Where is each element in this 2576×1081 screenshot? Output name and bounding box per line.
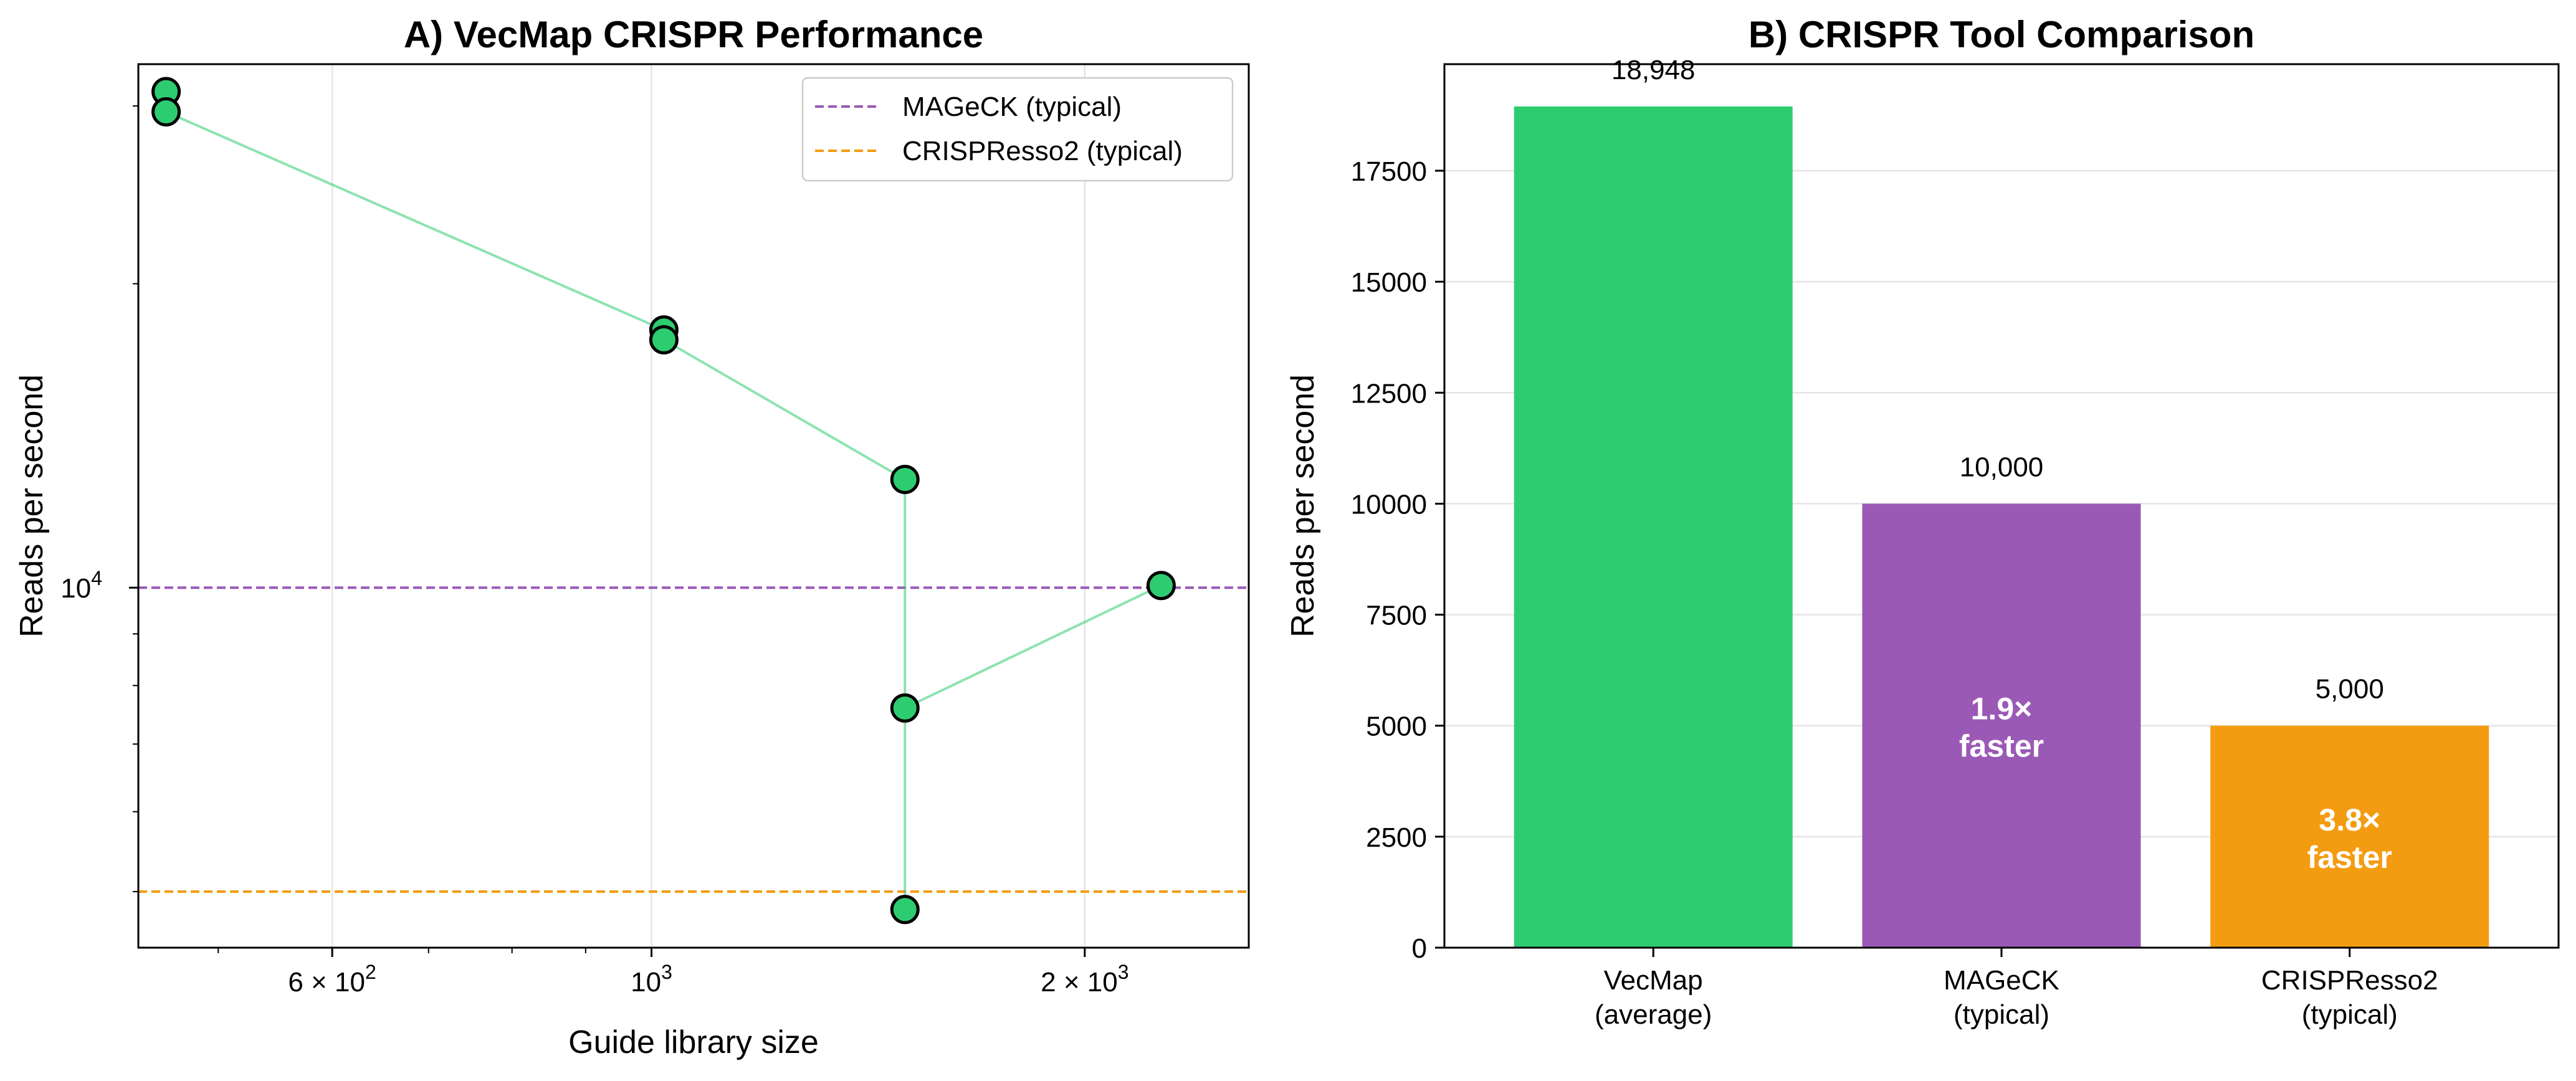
y-tick-label: 2500 [1366, 822, 1427, 853]
x-tick-label: MAGeCK [1944, 965, 2059, 996]
panel-a-plot-frame [137, 63, 1250, 949]
bar [1514, 106, 1793, 948]
y-tick-label: 104 [60, 567, 102, 604]
panel-a-vecmap-performance: 6 × 102 103 2 × 103 104 A) VecMap CRISPR P… [0, 0, 1284, 1081]
y-tick-label: 17500 [1351, 156, 1427, 187]
data-point [890, 693, 920, 723]
panel-a-reference-lines [138, 586, 1249, 893]
x-tick-label: VecMap [1604, 965, 1703, 996]
y-tick-label: 12500 [1351, 378, 1427, 409]
panel-a-x-ticks: 6 × 102 103 2 × 103 [217, 948, 1129, 998]
speedup-label: faster [2307, 840, 2392, 875]
series-line [165, 91, 1162, 910]
y-tick-label: 5000 [1366, 712, 1427, 742]
panel-a-grid [331, 64, 1086, 948]
x-tick-label: 6 × 102 [288, 961, 376, 998]
panel-b-y-axis-label: Reads per second [1285, 374, 1321, 637]
panel-a-y-ticks: 104 [60, 105, 138, 893]
bar-value-label: 10,000 [1960, 452, 2044, 482]
speedup-label: faster [1959, 729, 2044, 764]
data-point [1146, 571, 1176, 601]
y-tick-label: 10000 [1351, 489, 1427, 520]
x-tick-label: (typical) [2302, 999, 2398, 1030]
data-point [890, 895, 920, 925]
panel-a-connecting-line [165, 91, 1162, 910]
y-tick-label: 7500 [1366, 601, 1427, 631]
legend-label-mageck: MAGeCK (typical) [902, 92, 1122, 122]
panel-a-x-axis-label: Guide library size [568, 1024, 819, 1060]
data-point [151, 97, 181, 127]
panel-a-y-axis-label: Reads per second [14, 374, 50, 637]
data-point [890, 465, 920, 495]
panel-b-bars [1514, 106, 2489, 948]
x-tick-label: CRISPResso2 [2261, 965, 2438, 996]
bar [1862, 503, 2141, 948]
speedup-label: 1.9× [1971, 692, 2033, 726]
bar-value-label: 5,000 [2316, 674, 2384, 705]
panel-a-data-points [151, 77, 1176, 925]
y-tick-label: 15000 [1351, 267, 1427, 298]
x-tick-label: (typical) [1953, 999, 2049, 1030]
legend-frame [801, 77, 1234, 182]
x-tick-label: (average) [1595, 999, 1712, 1030]
bar [2210, 725, 2489, 948]
panel-b-x-ticks: VecMap(average)MAGeCK(typical)CRISPResso… [1595, 948, 2438, 1030]
panel-a-title: A) VecMap CRISPR Performance [404, 14, 983, 55]
panel-b-y-ticks: 0 2500 5000 7500 10000 12500 15000 17500 [1351, 156, 1444, 964]
speedup-label: 3.8× [2319, 802, 2380, 837]
legend-label-crispresso2: CRISPResso2 (typical) [902, 136, 1183, 166]
panel-a-legend: MAGeCK (typical) CRISPResso2 (typical) [801, 77, 1234, 182]
panel-b-title: B) CRISPR Tool Comparison [1748, 14, 2254, 55]
bar-value-label: 18,948 [1611, 55, 1696, 85]
y-tick-label: 0 [1412, 933, 1427, 964]
data-point [649, 325, 679, 355]
x-tick-label: 2 × 103 [1041, 961, 1128, 998]
